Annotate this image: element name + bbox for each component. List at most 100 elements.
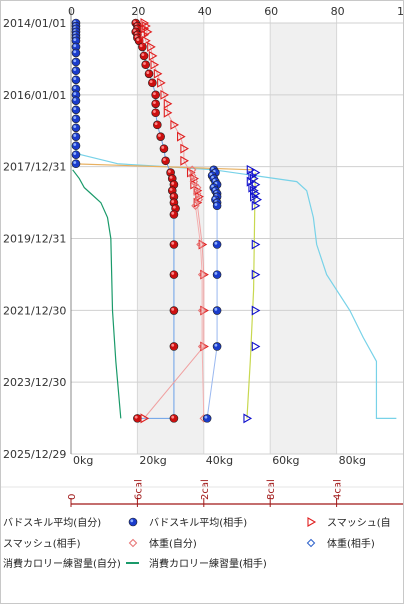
data-point-highlight — [73, 116, 77, 120]
data-point-highlight — [73, 134, 77, 137]
data-point — [159, 144, 169, 153]
data-point — [160, 89, 170, 100]
data-point-highlight — [73, 77, 77, 80]
data-point — [151, 99, 160, 109]
data-point — [71, 150, 81, 160]
legend-label: バドスキル平均(相手) — [149, 516, 247, 529]
data-point-highlight — [73, 38, 77, 42]
legend-label: 体重(自分) — [149, 537, 197, 550]
data-point-highlight — [153, 110, 156, 113]
data-point-highlight — [214, 272, 218, 275]
data-point — [143, 26, 153, 37]
legend-label: スマッシュ(相手) — [3, 537, 81, 550]
data-point — [251, 305, 261, 316]
x-top-tick-label: 0 — [68, 5, 75, 18]
data-point — [169, 270, 179, 279]
legend-label: 消費カロリー練習量(自分) — [3, 557, 121, 570]
data-point — [251, 179, 261, 190]
data-point — [147, 41, 156, 52]
data-point-highlight — [73, 68, 77, 71]
data-point — [177, 131, 186, 142]
data-point-highlight — [134, 415, 138, 419]
x-top-tick-label: 40 — [198, 5, 212, 18]
x-top-tick-label: 10 — [397, 5, 404, 18]
data-point — [251, 167, 261, 178]
data-point — [141, 60, 150, 70]
legend-marker — [128, 538, 138, 548]
data-point — [250, 185, 259, 196]
data-point — [161, 156, 170, 166]
data-point — [140, 413, 150, 424]
data-point — [196, 240, 205, 249]
y-tick-label: 2017/12/31 — [3, 161, 66, 174]
data-point — [189, 177, 199, 186]
calorie-tick-label: 6cal — [133, 479, 144, 500]
data-point-highlight — [158, 134, 161, 137]
data-point — [71, 132, 81, 141]
data-point-highlight — [168, 169, 171, 173]
legend-label: バドスキル平均(自分) — [3, 516, 101, 529]
data-point — [180, 155, 189, 166]
series-line — [70, 145, 397, 419]
data-point — [169, 414, 179, 423]
data-point — [197, 270, 207, 279]
x-bottom-tick-label: 40kg — [206, 454, 233, 467]
data-point-highlight — [171, 194, 175, 197]
data-point — [148, 50, 158, 61]
data-point — [169, 306, 179, 315]
data-point — [246, 164, 256, 175]
data-point-highlight — [73, 59, 77, 63]
data-point — [212, 270, 222, 279]
data-point — [169, 240, 179, 249]
calorie-tick-label: 0 — [67, 494, 78, 500]
data-point — [191, 201, 200, 211]
data-point — [192, 183, 202, 192]
data-point-highlight — [171, 181, 175, 185]
data-point — [71, 57, 81, 67]
data-point — [153, 68, 163, 79]
data-point — [157, 77, 166, 88]
data-point — [251, 239, 261, 250]
data-point-highlight — [149, 80, 153, 84]
data-point-highlight — [73, 161, 77, 164]
data-point — [253, 194, 263, 205]
data-point — [153, 120, 162, 130]
legend-label: 体重(相手) — [327, 537, 375, 550]
data-point — [71, 159, 81, 169]
data-point-highlight — [153, 101, 156, 104]
legend-label: スマッシュ(自 — [327, 516, 391, 529]
calorie-tick-label: 2cal — [200, 479, 211, 500]
data-point — [251, 341, 261, 352]
data-point-highlight — [172, 205, 176, 209]
data-point — [180, 143, 189, 154]
legend-marker — [307, 517, 317, 527]
series-line — [72, 169, 122, 419]
data-point — [197, 306, 207, 315]
data-point — [148, 78, 157, 88]
data-point — [139, 51, 149, 61]
data-point-highlight — [163, 158, 166, 161]
data-point-highlight — [73, 152, 77, 155]
data-point — [197, 342, 207, 351]
data-point — [151, 90, 160, 100]
data-point — [193, 185, 203, 196]
legend-label: 消費カロリー練習量(相手) — [149, 557, 267, 570]
data-point — [194, 195, 204, 204]
x-top-tick-label: 20 — [131, 5, 145, 18]
data-point-highlight — [214, 307, 218, 311]
data-point-highlight — [171, 211, 175, 215]
y-tick-label: 2025/12/29 — [3, 448, 66, 461]
data-point-highlight — [154, 122, 158, 126]
data-point — [248, 170, 258, 181]
data-point — [71, 66, 81, 76]
x-bottom-tick-label: 20kg — [139, 454, 166, 467]
y-tick-label: 2021/12/30 — [3, 304, 66, 317]
data-point — [170, 119, 180, 130]
data-point — [251, 200, 261, 211]
data-point — [142, 35, 151, 46]
data-point — [243, 413, 253, 424]
data-point-highlight — [73, 50, 77, 54]
data-point — [251, 269, 261, 280]
data-point-highlight — [73, 44, 77, 48]
